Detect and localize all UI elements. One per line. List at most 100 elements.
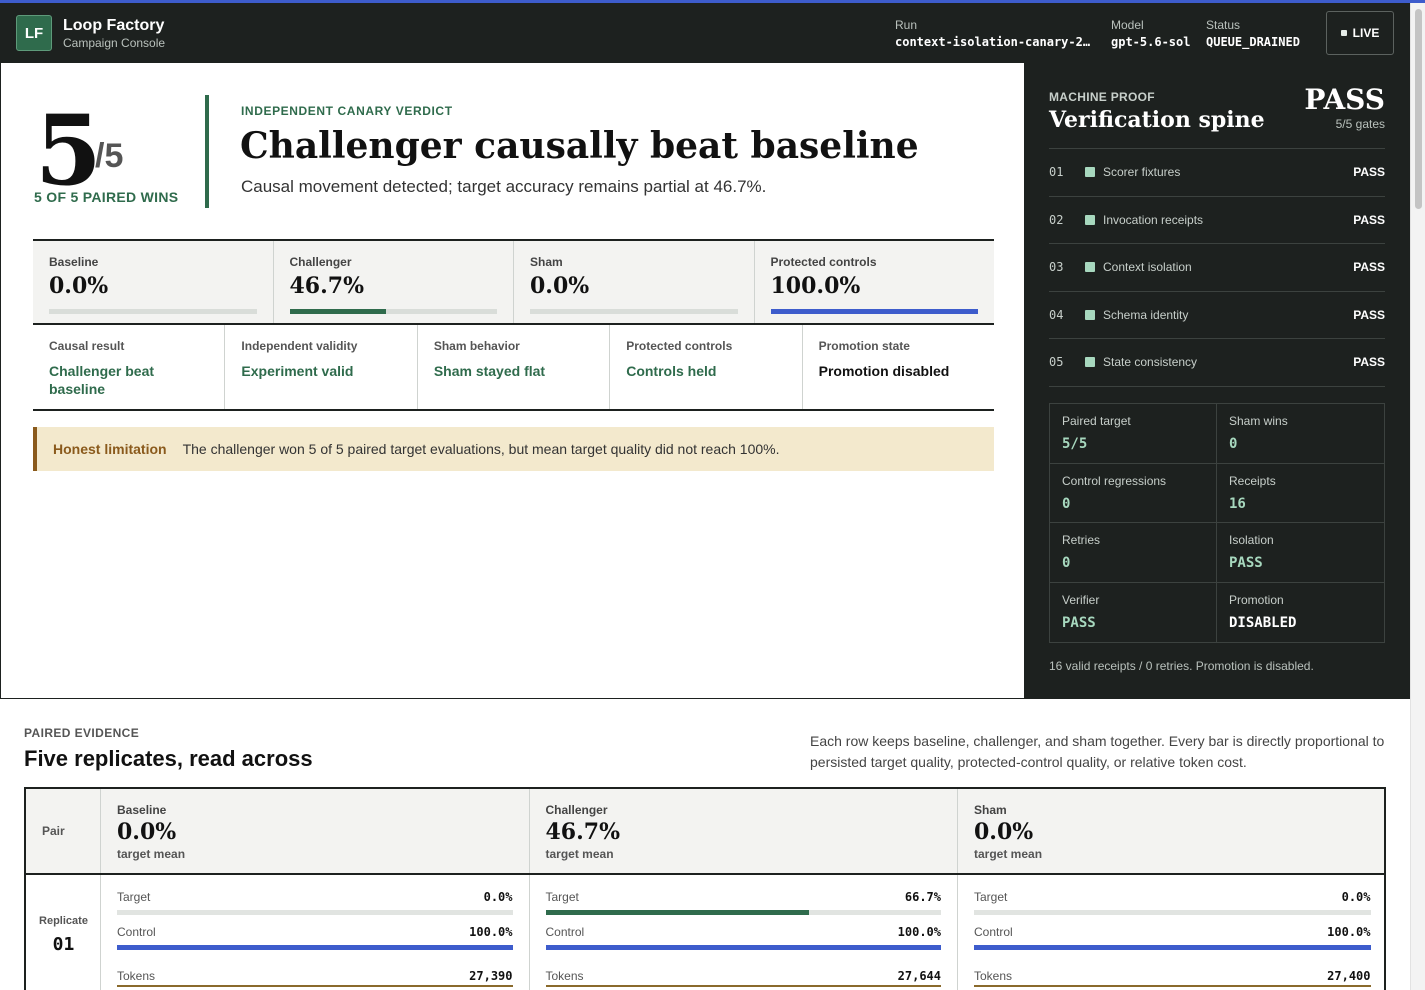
state-label: Sham behavior: [433, 339, 520, 353]
metric-bar: [289, 309, 497, 314]
verdict-subtitle: Causal movement detected; target accurac…: [241, 177, 767, 196]
state-strip: Causal result Challenger beat baseline I…: [33, 325, 994, 411]
stat-label: Receipts: [1229, 473, 1276, 488]
metric-bar: [770, 309, 978, 314]
gate-status: PASS: [1353, 165, 1385, 180]
stat-receipts: Receipts 16: [1217, 464, 1384, 523]
tokens-bar: [974, 985, 1371, 987]
evidence-description: Each row keeps baseline, challenger, and…: [810, 733, 1385, 770]
tokens-value: 27,644: [897, 969, 941, 983]
column-name: Challenger: [545, 803, 608, 817]
run-value: context-isolation-canary-2…: [895, 35, 1091, 49]
control-label: Control: [117, 925, 156, 939]
gate-status-icon: [1085, 214, 1095, 225]
stat-retries: Retries 0: [1050, 523, 1217, 583]
tokens-label: Tokens: [545, 969, 584, 983]
gate-status: PASS: [1353, 212, 1385, 227]
metric-protected-controls: Protected controls 100.0%: [755, 241, 995, 323]
wins-count: 5: [35, 94, 102, 207]
target-value: 0.0%: [1341, 890, 1371, 904]
replicate-cell-baseline: Target 0.0% Control 100.0% Tokens 27,390: [101, 875, 530, 990]
target-value: 66.7%: [904, 890, 941, 904]
state-value: Sham stayed flat: [433, 363, 546, 379]
live-label: LIVE: [1352, 26, 1380, 40]
stat-label: Paired target: [1062, 414, 1131, 428]
column-sub: target mean: [117, 847, 186, 861]
gate-list: 01 Scorer fixtures PASS 02 Invocation re…: [1049, 148, 1385, 387]
page-scrollbar[interactable]: [1410, 3, 1425, 990]
gate-number: 05: [1049, 355, 1064, 370]
gate-row[interactable]: 02 Invocation receipts PASS: [1049, 197, 1385, 244]
control-value: 100.0%: [1327, 925, 1371, 939]
limitation-callout: Honest limitation The challenger won 5 o…: [33, 427, 994, 471]
state-value: Experiment valid: [241, 363, 354, 379]
gate-row[interactable]: 01 Scorer fixtures PASS: [1049, 149, 1385, 197]
verification-panel: MACHINE PROOF Verification spine PASS 5/…: [1025, 63, 1410, 699]
stat-value: 5/5: [1062, 436, 1088, 452]
gate-row[interactable]: 04 Schema identity PASS: [1049, 292, 1385, 339]
metric-label: Protected controls: [770, 255, 877, 269]
wins-label: 5 OF 5 PAIRED WINS: [34, 189, 179, 205]
state-independent-validity: Independent validity Experiment valid: [225, 325, 418, 409]
replicate-number: 01: [52, 934, 75, 955]
control-line: Control 100.0%: [117, 925, 513, 939]
stat-value: PASS: [1062, 614, 1096, 631]
tokens-label: Tokens: [974, 969, 1013, 983]
top-bar: LF Loop Factory Campaign Console Run con…: [0, 3, 1410, 63]
target-bar: [117, 910, 513, 915]
evidence-table: Pair Baseline 0.0% target mean Challenge…: [24, 787, 1386, 990]
gate-row[interactable]: 05 State consistency PASS: [1049, 339, 1385, 387]
gate-name: Invocation receipts: [1103, 212, 1204, 227]
wins-denominator: /5: [95, 137, 124, 175]
stat-promotion: Promotion DISABLED: [1217, 583, 1384, 643]
state-sham-behavior: Sham behavior Sham stayed flat: [418, 325, 611, 409]
metric-baseline: Baseline 0.0%: [33, 241, 274, 323]
metric-sham: Sham 0.0%: [514, 241, 755, 323]
replicate-id-cell: Replicate 01: [26, 875, 101, 990]
column-sub: target mean: [545, 847, 614, 861]
gate-name: State consistency: [1103, 355, 1198, 370]
side-title: Verification spine: [1049, 107, 1265, 133]
app-logo[interactable]: LF: [16, 15, 52, 51]
control-bar-fill: [974, 945, 1371, 950]
tokens-line: Tokens 27,644: [546, 969, 942, 983]
control-bar: [117, 945, 513, 950]
metric-challenger: Challenger 46.7%: [274, 241, 514, 323]
state-causal-result: Causal result Challenger beat baseline: [33, 325, 226, 409]
pair-label: Pair: [42, 824, 65, 838]
metric-strip: Baseline 0.0% Challenger 46.7% Sham 0.0%…: [33, 239, 994, 325]
state-value: Controls held: [626, 363, 717, 379]
tokens-value: 27,390: [469, 969, 513, 983]
stat-value: 0: [1229, 436, 1238, 452]
gate-name: Schema identity: [1103, 307, 1189, 322]
gate-row[interactable]: 03 Context isolation PASS: [1049, 244, 1385, 292]
column-name: Sham: [974, 803, 1007, 817]
gate-status-icon: [1085, 357, 1095, 368]
metric-bar-fill: [289, 309, 387, 314]
target-bar-fill: [545, 910, 810, 915]
scrollbar-thumb[interactable]: [1415, 9, 1422, 209]
live-indicator-icon: [1340, 30, 1347, 36]
replicate-cell-sham: Target 0.0% Control 100.0% Tokens 27,400: [958, 875, 1387, 990]
target-value: 0.0%: [483, 890, 513, 904]
metric-value: 100.0%: [770, 273, 861, 299]
stat-label: Isolation: [1229, 533, 1274, 547]
gate-name: Context isolation: [1103, 260, 1192, 275]
column-value: 0.0%: [974, 819, 1034, 845]
live-button[interactable]: LIVE: [1326, 11, 1394, 55]
state-label: Independent validity: [241, 339, 358, 353]
gate-number: 02: [1049, 212, 1064, 227]
state-label: Promotion state: [818, 339, 910, 353]
column-header-baseline: Baseline 0.0% target mean: [101, 789, 530, 873]
state-value: Challenger beat baseline: [49, 363, 155, 397]
target-label: Target: [117, 890, 151, 904]
column-header-sham: Sham 0.0% target mean: [958, 789, 1387, 873]
gate-status-icon: [1085, 167, 1095, 178]
stat-label: Sham wins: [1229, 414, 1288, 428]
stat-sham-wins: Sham wins 0: [1217, 404, 1384, 464]
stat-grid: Paired target 5/5 Sham wins 0 Control re…: [1049, 403, 1385, 643]
target-line: Target 66.7%: [546, 890, 942, 904]
verdict-divider: [205, 95, 209, 208]
control-line: Control 100.0%: [546, 925, 942, 939]
gates-summary: 5/5 gates: [1335, 117, 1385, 131]
